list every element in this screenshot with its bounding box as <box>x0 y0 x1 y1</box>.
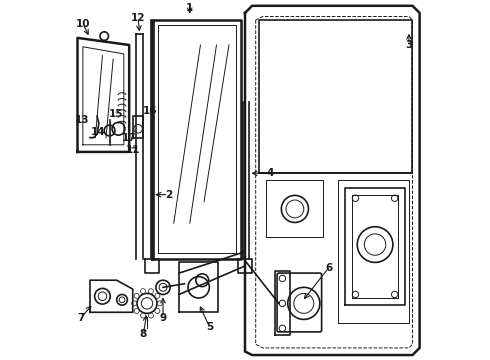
Text: 4: 4 <box>266 168 273 178</box>
Text: 12: 12 <box>131 13 146 23</box>
Circle shape <box>134 309 139 314</box>
Text: 14: 14 <box>91 127 105 137</box>
Text: 1: 1 <box>186 3 194 13</box>
Circle shape <box>148 289 153 294</box>
Circle shape <box>132 301 137 306</box>
Text: 8: 8 <box>140 329 147 339</box>
Circle shape <box>155 309 160 314</box>
Text: 3: 3 <box>405 40 413 50</box>
Circle shape <box>155 293 160 298</box>
Text: 13: 13 <box>74 115 89 125</box>
Text: 17: 17 <box>122 132 137 143</box>
Text: 15: 15 <box>109 109 123 120</box>
Text: 10: 10 <box>75 19 90 28</box>
Circle shape <box>134 293 139 298</box>
Circle shape <box>148 313 153 318</box>
Circle shape <box>157 301 162 306</box>
Circle shape <box>141 313 146 318</box>
Text: 2: 2 <box>165 190 172 200</box>
Text: 5: 5 <box>206 321 213 332</box>
Text: 6: 6 <box>325 263 332 273</box>
Text: 16: 16 <box>143 106 157 116</box>
Text: 11: 11 <box>125 145 140 155</box>
Text: 7: 7 <box>77 312 85 323</box>
Text: 9: 9 <box>159 312 167 323</box>
Circle shape <box>141 289 146 294</box>
